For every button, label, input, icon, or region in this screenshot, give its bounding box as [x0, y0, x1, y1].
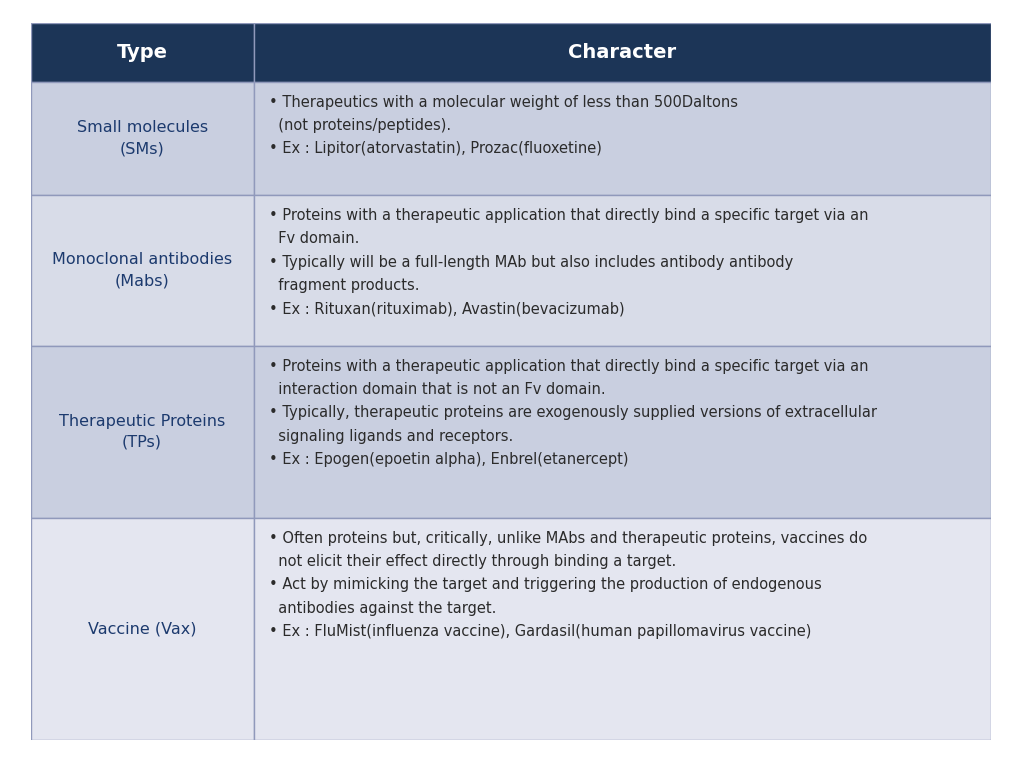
Bar — [31, 195, 253, 346]
Text: • Therapeutics with a molecular weight of less than 500Daltons
  (not proteins/p: • Therapeutics with a molecular weight o… — [269, 95, 738, 156]
Bar — [31, 518, 253, 740]
Text: Therapeutic Proteins
(TPs): Therapeutic Proteins (TPs) — [59, 414, 225, 449]
Bar — [253, 82, 991, 195]
Text: Small molecules
(SMs): Small molecules (SMs) — [77, 121, 207, 156]
Bar — [31, 346, 253, 518]
Text: Character: Character — [568, 43, 677, 62]
Bar — [253, 518, 991, 740]
Text: • Proteins with a therapeutic application that directly bind a specific target v: • Proteins with a therapeutic applicatio… — [269, 359, 877, 467]
Bar — [253, 195, 991, 346]
Bar — [31, 23, 253, 82]
Text: • Often proteins but, critically, unlike MAbs and therapeutic proteins, vaccines: • Often proteins but, critically, unlike… — [269, 531, 867, 639]
Text: Monoclonal antibodies
(Mabs): Monoclonal antibodies (Mabs) — [52, 253, 232, 288]
Text: Vaccine (Vax): Vaccine (Vax) — [88, 621, 196, 636]
Text: Type: Type — [117, 43, 168, 62]
Bar — [31, 82, 253, 195]
Text: • Proteins with a therapeutic application that directly bind a specific target v: • Proteins with a therapeutic applicatio… — [269, 208, 869, 317]
Bar — [253, 23, 991, 82]
Bar — [253, 346, 991, 518]
